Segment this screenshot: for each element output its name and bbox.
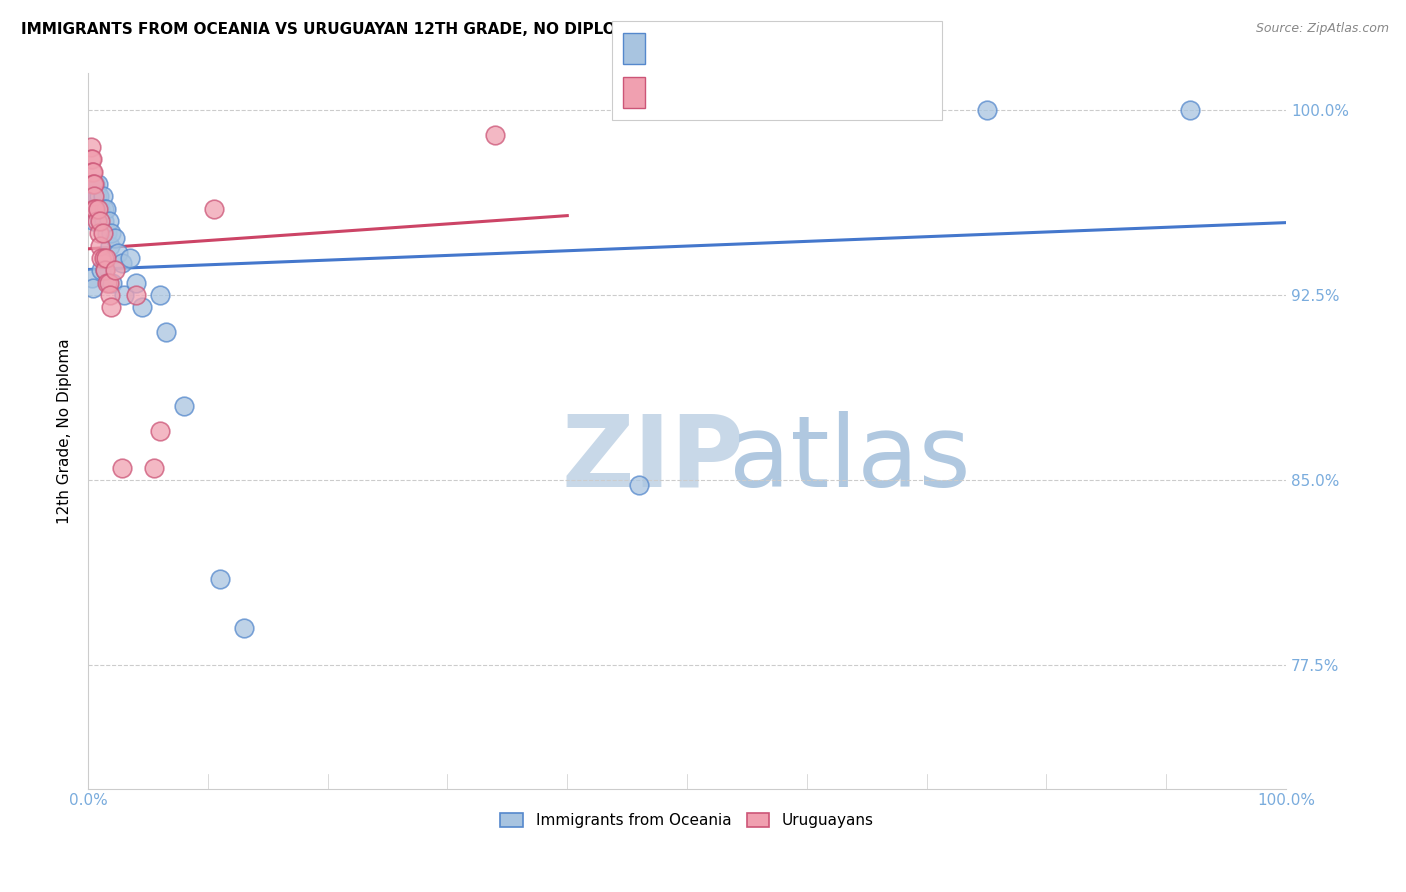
Point bbox=[96, 227, 118, 241]
Point bbox=[80, 164, 103, 178]
Point bbox=[97, 214, 120, 228]
Point bbox=[86, 202, 108, 216]
Point bbox=[83, 202, 105, 216]
Point bbox=[87, 177, 110, 191]
Point bbox=[96, 276, 118, 290]
Y-axis label: 12th Grade, No Diploma: 12th Grade, No Diploma bbox=[58, 338, 72, 524]
Point bbox=[103, 263, 125, 277]
Point bbox=[89, 214, 111, 228]
Text: R = 0.338: R = 0.338 bbox=[657, 39, 747, 57]
Point bbox=[84, 177, 107, 191]
Point bbox=[82, 177, 104, 191]
Point bbox=[149, 288, 172, 302]
Text: IMMIGRANTS FROM OCEANIA VS URUGUAYAN 12TH GRADE, NO DIPLOMA CORRELATION CHART: IMMIGRANTS FROM OCEANIA VS URUGUAYAN 12T… bbox=[21, 22, 831, 37]
Text: Source: ZipAtlas.com: Source: ZipAtlas.com bbox=[1256, 22, 1389, 36]
Text: N = 37: N = 37 bbox=[794, 39, 858, 57]
Point bbox=[131, 301, 153, 315]
Point bbox=[82, 164, 104, 178]
Point bbox=[91, 189, 114, 203]
Point bbox=[83, 189, 105, 203]
Point bbox=[98, 238, 121, 252]
Point bbox=[232, 621, 254, 635]
Point bbox=[628, 478, 651, 492]
Point bbox=[94, 202, 117, 216]
Point bbox=[94, 251, 117, 265]
Point bbox=[94, 263, 117, 277]
Point bbox=[86, 214, 108, 228]
Point bbox=[91, 227, 114, 241]
Point bbox=[87, 227, 110, 241]
Point bbox=[125, 276, 148, 290]
Point bbox=[173, 399, 195, 413]
Point bbox=[202, 202, 225, 216]
Point bbox=[208, 572, 231, 586]
Point bbox=[93, 251, 115, 265]
Text: N = 31: N = 31 bbox=[794, 84, 858, 102]
Point bbox=[111, 460, 134, 475]
Point bbox=[94, 263, 117, 277]
Point bbox=[112, 288, 135, 302]
Point bbox=[89, 238, 111, 252]
Point bbox=[83, 202, 105, 216]
Point bbox=[1178, 103, 1201, 117]
Point bbox=[82, 280, 104, 294]
Point bbox=[90, 263, 112, 277]
Point bbox=[149, 424, 172, 438]
Text: atlas: atlas bbox=[728, 411, 970, 508]
Point bbox=[97, 276, 120, 290]
Point bbox=[80, 270, 103, 285]
Legend: Immigrants from Oceania, Uruguayans: Immigrants from Oceania, Uruguayans bbox=[495, 807, 880, 835]
Point bbox=[93, 202, 115, 216]
Point bbox=[86, 189, 108, 203]
Point bbox=[93, 214, 115, 228]
Point bbox=[155, 325, 177, 339]
Point bbox=[143, 460, 166, 475]
Point bbox=[484, 128, 506, 142]
Point bbox=[83, 177, 105, 191]
Point bbox=[79, 153, 101, 167]
Point bbox=[87, 202, 110, 216]
Point bbox=[80, 153, 103, 167]
Point bbox=[84, 202, 107, 216]
Text: R = 0.310: R = 0.310 bbox=[657, 84, 747, 102]
Point bbox=[98, 288, 121, 302]
Point bbox=[79, 140, 101, 154]
Point bbox=[107, 246, 129, 260]
Point bbox=[100, 227, 122, 241]
Point bbox=[101, 276, 124, 290]
Point bbox=[83, 214, 105, 228]
Point bbox=[111, 256, 134, 270]
Point bbox=[103, 231, 125, 245]
Point bbox=[100, 301, 122, 315]
Text: ZIP: ZIP bbox=[561, 411, 744, 508]
Point bbox=[89, 214, 111, 228]
Point bbox=[976, 103, 998, 117]
Point bbox=[90, 251, 112, 265]
Point bbox=[87, 189, 110, 203]
Point bbox=[120, 251, 142, 265]
Point bbox=[125, 288, 148, 302]
Point bbox=[89, 202, 111, 216]
